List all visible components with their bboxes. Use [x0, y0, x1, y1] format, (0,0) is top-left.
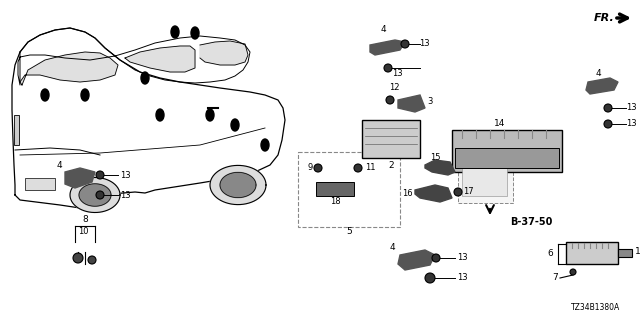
Bar: [362, 120, 420, 158]
Text: B-37-50: B-37-50: [510, 217, 552, 227]
Text: 1: 1: [635, 247, 640, 257]
Polygon shape: [398, 250, 435, 270]
Text: 14: 14: [494, 118, 506, 127]
Circle shape: [604, 120, 612, 128]
Polygon shape: [125, 46, 195, 72]
Circle shape: [88, 256, 96, 264]
Polygon shape: [12, 28, 285, 208]
Text: 16: 16: [403, 189, 413, 198]
Text: 4: 4: [595, 68, 601, 77]
Text: 11: 11: [365, 164, 376, 172]
Text: 2: 2: [388, 161, 394, 170]
Text: 12: 12: [388, 84, 399, 92]
Polygon shape: [200, 41, 248, 65]
Text: 13: 13: [457, 253, 468, 262]
Text: 4: 4: [56, 161, 62, 170]
Ellipse shape: [231, 119, 239, 131]
Polygon shape: [425, 160, 455, 175]
Text: TZ34B1380A: TZ34B1380A: [571, 303, 620, 312]
Polygon shape: [586, 78, 618, 94]
Text: 6: 6: [547, 250, 553, 259]
Bar: [455, 148, 559, 168]
Ellipse shape: [261, 139, 269, 151]
Circle shape: [454, 188, 462, 196]
Text: 13: 13: [392, 68, 403, 77]
Ellipse shape: [191, 27, 199, 39]
Bar: [316, 182, 354, 196]
Text: 13: 13: [419, 39, 429, 49]
Text: 13: 13: [120, 190, 131, 199]
Circle shape: [354, 164, 362, 172]
Polygon shape: [415, 185, 452, 202]
Text: 18: 18: [330, 197, 340, 206]
Polygon shape: [20, 52, 118, 85]
Text: FR.: FR.: [594, 13, 615, 23]
Text: 3: 3: [428, 98, 433, 107]
Bar: [25, 178, 55, 190]
Circle shape: [432, 254, 440, 262]
Bar: [14, 115, 19, 145]
Bar: [298, 152, 400, 227]
Circle shape: [96, 191, 104, 199]
Circle shape: [96, 171, 104, 179]
Ellipse shape: [206, 109, 214, 121]
Polygon shape: [210, 165, 266, 204]
Bar: [618, 249, 632, 257]
Circle shape: [386, 96, 394, 104]
Text: 4: 4: [389, 244, 395, 252]
Polygon shape: [398, 95, 425, 112]
Ellipse shape: [81, 89, 89, 101]
Text: 13: 13: [626, 119, 637, 129]
Bar: [462, 168, 507, 196]
Bar: [452, 130, 562, 172]
Circle shape: [73, 253, 83, 263]
Circle shape: [401, 40, 409, 48]
Text: 15: 15: [429, 154, 440, 163]
Text: 4: 4: [380, 26, 386, 35]
Text: 13: 13: [120, 171, 131, 180]
Text: 5: 5: [346, 228, 352, 236]
Polygon shape: [79, 184, 111, 206]
Polygon shape: [220, 172, 256, 197]
Circle shape: [314, 164, 322, 172]
Polygon shape: [370, 40, 405, 55]
Polygon shape: [70, 178, 120, 212]
Circle shape: [384, 64, 392, 72]
Text: 13: 13: [457, 274, 468, 283]
Ellipse shape: [41, 89, 49, 101]
Circle shape: [570, 269, 576, 275]
Ellipse shape: [141, 72, 149, 84]
Ellipse shape: [156, 109, 164, 121]
Text: 7: 7: [552, 274, 558, 283]
Text: 10: 10: [78, 228, 88, 236]
Ellipse shape: [171, 26, 179, 38]
Circle shape: [604, 104, 612, 112]
Bar: [566, 242, 618, 264]
Bar: [458, 165, 513, 203]
Text: 9: 9: [308, 164, 313, 172]
Text: 8: 8: [82, 215, 88, 225]
Text: 17: 17: [463, 188, 474, 196]
Text: 13: 13: [626, 103, 637, 113]
Polygon shape: [65, 168, 95, 188]
Circle shape: [425, 273, 435, 283]
